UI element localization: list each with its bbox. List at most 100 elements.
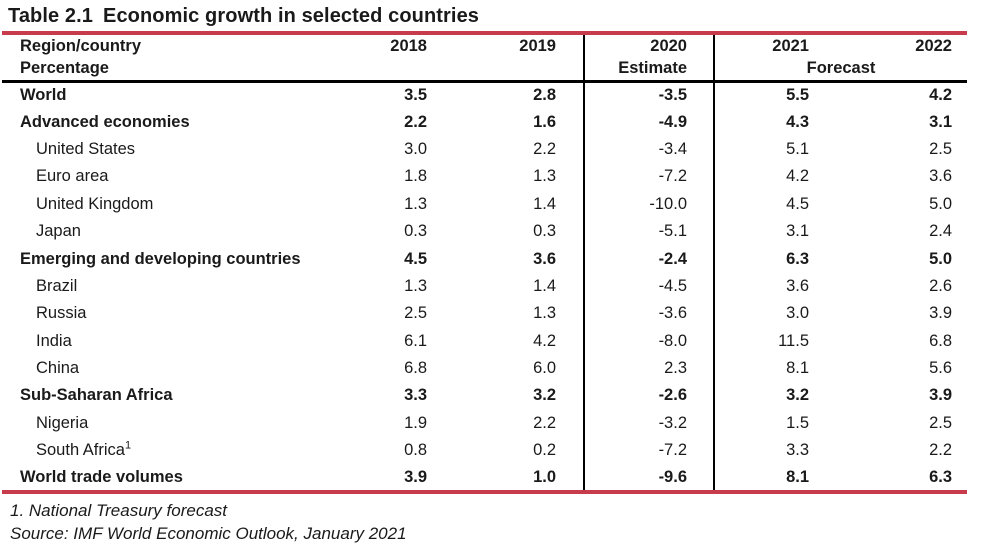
table-row: India 6.1 4.2 -8.0 11.5 6.8 — [2, 327, 967, 355]
table-row: Japan 0.3 0.3 -5.1 3.1 2.4 — [2, 217, 967, 246]
cell-value: 3.1 — [929, 112, 952, 131]
cell-value: -8.0 — [583, 327, 714, 355]
table-row: Nigeria 1.9 2.2 -3.2 1.5 2.5 — [2, 409, 967, 438]
table-row: World 3.5 2.8 -3.5 5.5 4.2 — [2, 81, 967, 109]
cell-value: 3.0 — [713, 300, 839, 328]
row-label-text: China — [36, 359, 80, 378]
header-row-labels: Percentage Estimate Forecast — [2, 57, 967, 81]
table-row: South Africa1 0.8 0.2 -7.2 3.3 2.2 — [2, 437, 967, 465]
table-row: United Kingdom 1.3 1.4 -10.0 4.5 5.0 — [2, 190, 967, 218]
table-row: Sub-Saharan Africa 3.3 3.2 -2.6 3.2 3.9 — [2, 382, 967, 410]
economic-growth-table: Region/country 2018 2019 2020 2021 2022 … — [2, 31, 967, 494]
cell-value: 2.4 — [929, 222, 952, 241]
cell-value: 5.6 — [929, 359, 952, 378]
row-label: Russia — [2, 300, 342, 327]
cell-value: 2.5 — [929, 139, 952, 158]
cell-value: 3.9 — [404, 467, 427, 486]
cell-value: 5.5 — [713, 81, 839, 109]
row-label-text: Japan — [36, 222, 81, 241]
row-label-text: United States — [36, 139, 136, 158]
row-label: United States — [2, 136, 342, 163]
cell-value: 1.4 — [533, 194, 556, 213]
cell-value: 1.5 — [713, 409, 839, 438]
row-label-text: South Africa — [36, 441, 125, 460]
row-label-text: United Kingdom — [36, 194, 154, 213]
cell-value: 6.8 — [929, 331, 952, 350]
cell-value: 4.3 — [713, 108, 839, 136]
cell-value: 2.6 — [929, 276, 952, 295]
row-label-text: Russia — [36, 304, 87, 323]
cell-value: 4.2 — [929, 85, 952, 104]
cell-value: 3.6 — [713, 272, 839, 301]
cell-value: 3.3 — [404, 386, 427, 405]
table-row: Euro area 1.8 1.3 -7.2 4.2 3.6 — [2, 163, 967, 191]
cell-value: 2.3 — [583, 354, 714, 383]
row-label: United Kingdom — [2, 191, 342, 218]
cell-value: 3.6 — [929, 167, 952, 186]
row-label: Sub-Saharan Africa — [2, 382, 342, 409]
cell-value: 6.3 — [929, 467, 952, 486]
cell-value: 3.2 — [533, 386, 556, 405]
header-year-2018: 2018 — [390, 36, 427, 55]
cell-value: -2.4 — [583, 245, 714, 273]
cell-value: -2.6 — [583, 382, 714, 410]
footnote-1: 1. National Treasury forecast — [10, 500, 227, 520]
header-percentage: Percentage — [20, 58, 109, 77]
row-label-text: Nigeria — [36, 413, 89, 432]
row-label-text: World trade volumes — [20, 467, 183, 486]
row-label: South Africa1 — [2, 437, 342, 464]
table-header: Region/country 2018 2019 2020 2021 2022 … — [2, 33, 967, 81]
cell-value: 2.2 — [533, 139, 556, 158]
cell-value: 1.3 — [533, 304, 556, 323]
cell-value: 4.2 — [713, 163, 839, 191]
header-region-country: Region/country — [20, 36, 142, 55]
cell-value: 1.4 — [533, 276, 556, 295]
cell-value: 1.3 — [533, 167, 556, 186]
cell-value: -10.0 — [583, 190, 714, 218]
row-label-text: Sub-Saharan Africa — [20, 386, 173, 405]
cell-value: 1.0 — [533, 467, 556, 486]
cell-value: 8.1 — [713, 354, 839, 383]
footnote-source: Source: IMF World Economic Outlook, Janu… — [10, 523, 407, 543]
footnotes: 1. National Treasury forecast Source: IM… — [10, 499, 982, 545]
table-row: World trade volumes 3.9 1.0 -9.6 8.1 6.3 — [2, 464, 967, 492]
cell-value: 3.5 — [404, 85, 427, 104]
row-label: World — [2, 81, 342, 108]
cell-value: 3.1 — [713, 217, 839, 246]
cell-value: 6.3 — [713, 245, 839, 273]
cell-value: 2.5 — [404, 304, 427, 323]
row-label: Advanced economies — [2, 108, 342, 135]
cell-value: 11.5 — [713, 327, 839, 355]
row-label: India — [2, 328, 342, 355]
cell-value: 0.8 — [404, 441, 427, 460]
row-label: Emerging and developing countries — [2, 245, 342, 272]
cell-value: -3.5 — [583, 81, 714, 109]
row-label-text: Advanced economies — [20, 112, 190, 131]
cell-value: 4.5 — [404, 249, 427, 268]
cell-value: -4.5 — [583, 272, 714, 301]
cell-value: 1.6 — [533, 112, 556, 131]
cell-value: 3.0 — [404, 139, 427, 158]
row-label: Nigeria — [2, 410, 342, 437]
cell-value: 1.8 — [404, 167, 427, 186]
cell-value: 3.9 — [929, 304, 952, 323]
header-empty-cell — [457, 57, 584, 81]
table-body: World 3.5 2.8 -3.5 5.5 4.2 Advanced economies 2… — [2, 81, 967, 492]
cell-value: 0.3 — [404, 222, 427, 241]
cell-value: -7.2 — [583, 163, 714, 191]
cell-value: 6.8 — [404, 359, 427, 378]
cell-value: 4.5 — [713, 190, 839, 218]
row-label-text: India — [36, 331, 72, 350]
row-label-text: Emerging and developing countries — [20, 249, 301, 268]
header-empty-cell — [342, 57, 457, 81]
cell-value: 1.9 — [404, 413, 427, 432]
cell-value: 2.8 — [533, 85, 556, 104]
header-year-2020: 2020 — [583, 33, 714, 57]
table-title: Table 2.1 Economic growth in selected cou… — [0, 0, 982, 31]
cell-value: 8.1 — [713, 464, 839, 492]
table-row: Emerging and developing countries 4.5 3.6 -… — [2, 245, 967, 273]
cell-value: -4.9 — [583, 108, 714, 136]
cell-value: -3.4 — [583, 135, 714, 164]
header-forecast: Forecast — [713, 57, 967, 81]
row-label-text: World — [20, 85, 67, 104]
